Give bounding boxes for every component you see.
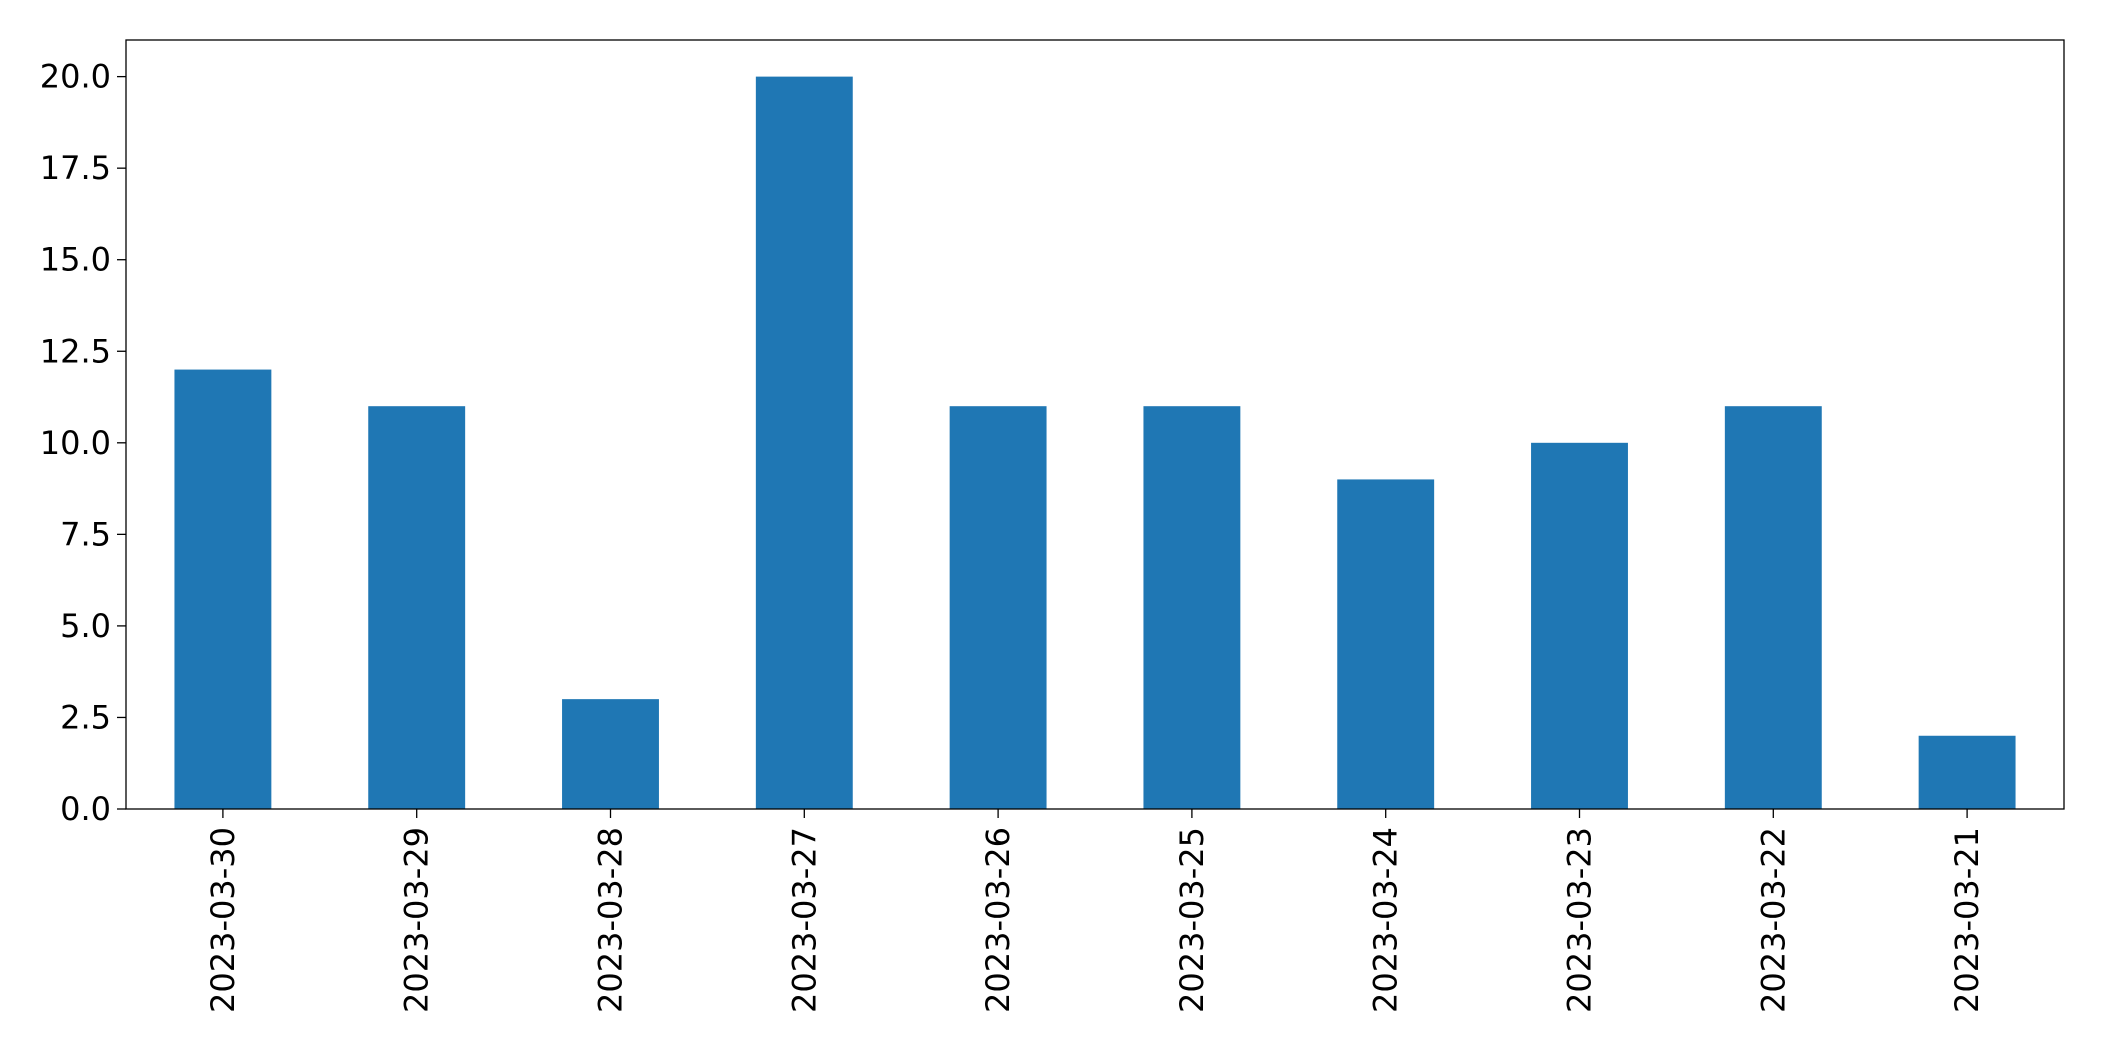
bar [1724, 406, 1822, 809]
bar [1918, 735, 2016, 809]
y-tick-label: 17.5 [40, 149, 111, 187]
bar [1531, 442, 1628, 809]
y-tick-label: 7.5 [60, 515, 111, 553]
x-tick-label: 2023-03-23 [1561, 827, 1599, 1013]
y-tick-label: 20.0 [40, 58, 111, 96]
x-tick-label: 2023-03-25 [1173, 827, 1211, 1013]
x-tick-label: 2023-03-30 [204, 827, 242, 1013]
x-tick-label: 2023-03-22 [1754, 827, 1792, 1013]
y-tick-label: 12.5 [40, 332, 111, 370]
y-tick-label: 10.0 [40, 424, 111, 462]
x-tick-label: 2023-03-29 [398, 827, 436, 1013]
bar [174, 369, 272, 809]
x-tick-label: 2023-03-26 [979, 827, 1017, 1013]
bar [562, 699, 659, 809]
x-tick-label: 2023-03-28 [592, 827, 630, 1013]
y-tick-label: 5.0 [60, 607, 111, 645]
x-tick-label: 2023-03-27 [785, 827, 823, 1013]
bar [949, 406, 1047, 809]
x-tick-label: 2023-03-24 [1367, 827, 1405, 1013]
axes-frame [125, 39, 2065, 810]
bar [1337, 479, 1435, 809]
y-tick-label: 15.0 [40, 241, 111, 279]
x-tick-label: 2023-03-21 [1948, 827, 1986, 1013]
y-tick-label: 0.0 [60, 790, 111, 828]
bar [1143, 406, 1241, 809]
bar [755, 76, 853, 810]
y-tick-label: 2.5 [60, 698, 111, 736]
bar [368, 406, 466, 809]
